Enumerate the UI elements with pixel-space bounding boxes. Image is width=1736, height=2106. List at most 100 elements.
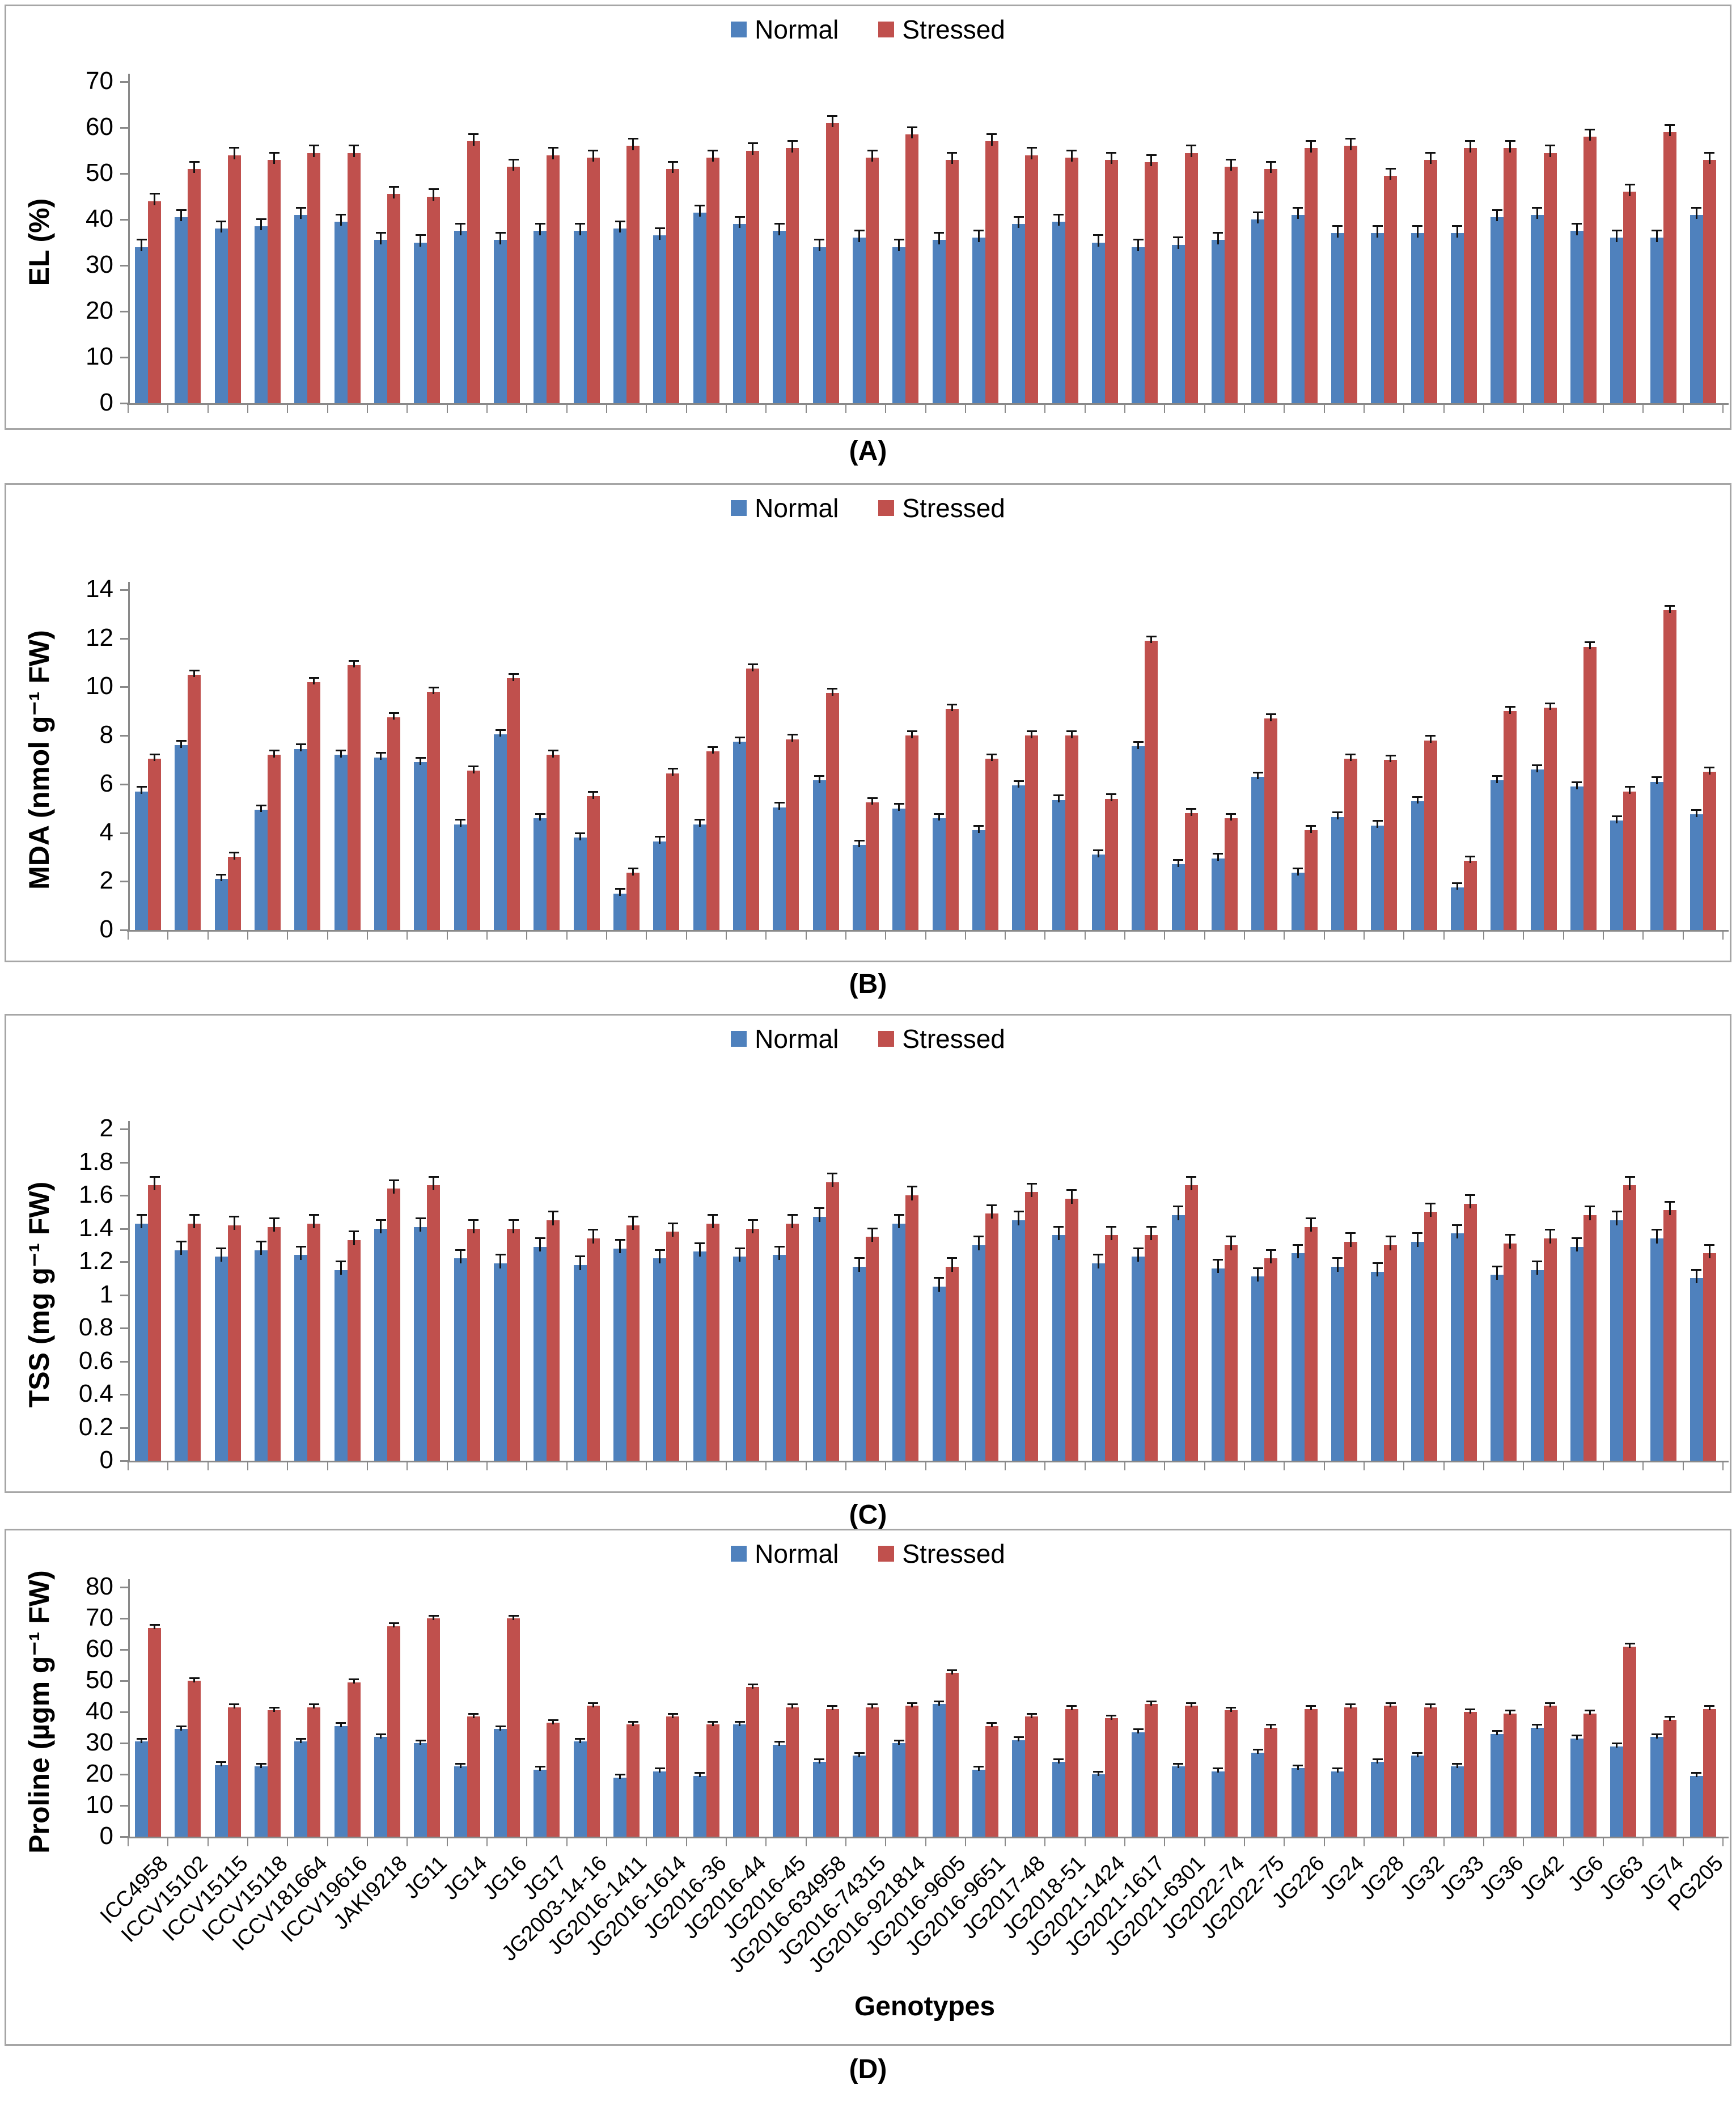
error-bar-cap	[947, 1669, 958, 1671]
error-bar	[672, 769, 674, 776]
bar-normal	[812, 1762, 826, 1837]
x-tickmark	[1044, 1462, 1046, 1470]
x-tickmark	[287, 1838, 289, 1846]
bar-stressed	[1344, 146, 1357, 403]
bar-normal	[693, 1775, 706, 1837]
error-bar-cap	[1412, 796, 1423, 798]
bar-stressed	[945, 159, 959, 403]
error-bar	[1070, 731, 1073, 738]
error-bar	[1416, 1233, 1419, 1247]
error-bar-cap	[1093, 849, 1104, 851]
error-bar	[619, 1240, 621, 1254]
x-tickmark	[1443, 1838, 1445, 1846]
error-bar	[831, 1173, 833, 1187]
error-bar-cap	[149, 1624, 160, 1626]
error-bar-cap	[1013, 215, 1024, 218]
error-bar-cap	[1293, 1764, 1303, 1766]
error-bar	[1390, 755, 1392, 763]
error-bar	[539, 1767, 541, 1771]
error-bar	[1496, 210, 1498, 222]
error-bar	[420, 1740, 422, 1745]
bar-stressed	[427, 1185, 441, 1461]
bar-stressed	[1424, 1707, 1437, 1837]
x-tickmark	[1244, 1462, 1246, 1470]
error-bar-cap	[907, 126, 917, 128]
error-bar	[420, 758, 422, 765]
error-bar-cap	[1532, 764, 1543, 766]
bar-stressed	[1543, 153, 1557, 403]
error-bar-cap	[1492, 775, 1502, 777]
plot-area-el: 0 10 20 30 40 50 60 70	[6, 6, 1730, 428]
bar-stressed	[1224, 166, 1238, 403]
bar-stressed	[1504, 711, 1517, 930]
x-tickmark	[1044, 405, 1046, 413]
error-bar-cap	[535, 1237, 545, 1240]
y-tick-label: 1.2	[78, 1247, 113, 1275]
error-bar-cap	[1345, 1703, 1356, 1706]
x-tickmark	[685, 1838, 687, 1846]
error-bar-cap	[229, 147, 240, 149]
bar-normal	[255, 1766, 268, 1837]
x-tickmark	[925, 1838, 926, 1846]
y-tickmark	[120, 1360, 128, 1363]
error-bar	[1097, 1255, 1099, 1268]
error-bar	[1377, 1759, 1379, 1764]
error-bar	[313, 1705, 315, 1709]
y-tickmark	[120, 1394, 128, 1395]
x-tickmark	[1364, 932, 1365, 940]
error-bar-cap	[1412, 1232, 1423, 1234]
error-bar-cap	[1293, 206, 1303, 209]
x-category-label: JG11	[400, 1851, 452, 1904]
bar-normal	[1291, 214, 1305, 403]
error-bar	[1589, 1207, 1591, 1220]
plot-area-mda: 0 2 4 6 8 10 12 14	[6, 485, 1730, 961]
bar-stressed	[1504, 1243, 1517, 1461]
error-bar	[698, 1243, 701, 1257]
x-tickmark	[207, 405, 209, 413]
error-bar	[1217, 1769, 1219, 1773]
x-tickmark	[1323, 1838, 1325, 1846]
bar-stressed	[1583, 137, 1597, 403]
error-bar-cap	[1106, 1714, 1117, 1716]
bar-normal	[334, 222, 348, 403]
x-tickmark	[845, 1838, 846, 1846]
error-bar	[1177, 238, 1179, 249]
error-bar-cap	[1691, 809, 1702, 811]
y-tick-label: 80	[86, 1572, 113, 1600]
y-tick-label: 0.8	[78, 1313, 113, 1341]
error-bar	[1536, 1725, 1538, 1729]
error-bar-cap	[1505, 140, 1515, 142]
bar-stressed	[786, 739, 799, 930]
error-bar	[1629, 787, 1631, 794]
error-bar	[1429, 736, 1432, 743]
error-bar-cap	[575, 832, 586, 834]
error-bar	[459, 820, 461, 827]
error-bar-cap	[1173, 1762, 1184, 1765]
bar-stressed	[467, 1716, 480, 1837]
bar-stressed	[1424, 740, 1437, 930]
error-bar	[1310, 826, 1312, 833]
error-bar	[273, 153, 276, 164]
x-tickmark	[1563, 932, 1564, 940]
error-bar	[831, 116, 833, 128]
error-bar-cap	[1452, 882, 1463, 884]
error-bar-cap	[1226, 1236, 1237, 1238]
y-tickmark	[120, 1261, 128, 1263]
error-bar-cap	[1652, 776, 1662, 779]
bar-stressed	[985, 141, 998, 403]
bar-stressed	[905, 1195, 919, 1461]
bar-normal	[1690, 1278, 1703, 1461]
legend-entry-normal: Normal	[731, 14, 839, 45]
bar-normal	[613, 1777, 627, 1837]
bar-normal	[932, 818, 946, 930]
error-bar	[459, 1250, 461, 1263]
legend-swatch-stressed-icon	[878, 1031, 895, 1047]
error-bar-cap	[176, 1725, 187, 1727]
x-tickmark	[1164, 1838, 1166, 1846]
error-bar-cap	[867, 797, 878, 799]
error-bar-cap	[1265, 1724, 1276, 1726]
legend-label-normal: Normal	[755, 1539, 839, 1568]
y-tick-label: 0	[99, 388, 113, 416]
y-tick-label: 40	[86, 205, 113, 232]
legend-label-normal: Normal	[755, 1024, 839, 1054]
